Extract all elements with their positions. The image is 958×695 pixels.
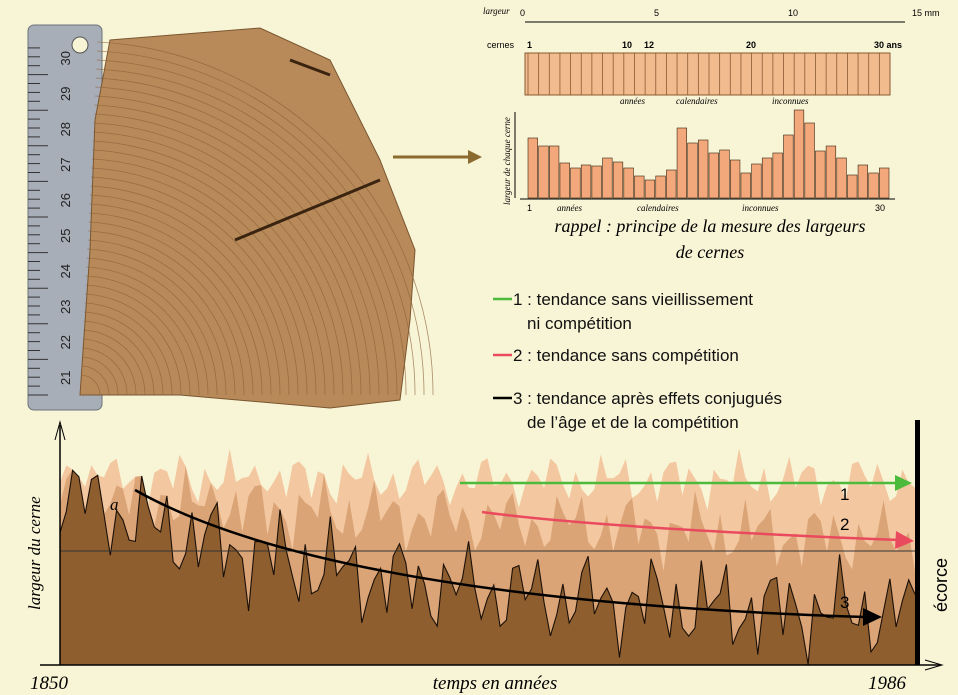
- ruler-label: 24: [58, 264, 73, 278]
- ring-bar: [869, 173, 879, 198]
- legend-text: de l’âge et de la compétition: [527, 413, 739, 432]
- ring-tick: 1: [527, 40, 532, 50]
- inset-bottom-label: 30: [875, 203, 885, 213]
- rings-label: cernes: [487, 40, 515, 50]
- ring-bar: [688, 143, 698, 198]
- legend-text: ni compétition: [527, 314, 632, 333]
- bark-label: écorce: [931, 558, 951, 612]
- ring-bar: [613, 162, 623, 198]
- ring-tick: 30 ans: [874, 40, 902, 50]
- width-tick: 10: [788, 8, 798, 18]
- ring-bar: [858, 165, 868, 198]
- ring-tick: 12: [644, 40, 654, 50]
- ring-bar: [773, 153, 783, 198]
- ring-bar: [837, 158, 847, 198]
- ruler-label: 29: [58, 87, 73, 101]
- x-axis-label: temps en années: [433, 673, 558, 694]
- start-label: 1850: [30, 673, 69, 694]
- curve-label: 3: [840, 593, 849, 612]
- curve-label: 1: [840, 485, 849, 504]
- width-label: largeur: [483, 6, 510, 16]
- inset-bottom-label: inconnues: [742, 203, 779, 213]
- ring-tick: 20: [746, 40, 756, 50]
- ring-bar: [784, 135, 794, 198]
- strip-label: calendaires: [676, 96, 718, 106]
- point-label: a: [110, 495, 119, 514]
- legend-text: 2 : tendance sans compétition: [513, 346, 739, 365]
- width-tick: 0: [520, 8, 525, 18]
- ring-bar: [603, 158, 613, 198]
- ruler-label: 23: [58, 300, 73, 314]
- ring-bar: [571, 168, 581, 198]
- ring-bar: [656, 176, 666, 198]
- ring-bar: [709, 153, 719, 198]
- ruler-label: 22: [58, 335, 73, 349]
- inset-bottom-label: calendaires: [637, 203, 679, 213]
- ring-bar: [741, 173, 751, 198]
- ruler-label: 26: [58, 193, 73, 207]
- ring-bar: [528, 138, 538, 198]
- width-tick: 15 mm: [912, 8, 940, 18]
- inset-bottom-label: 1: [527, 203, 532, 213]
- strip-label: inconnues: [772, 96, 809, 106]
- ring-bar: [730, 160, 740, 198]
- strip-label: années: [620, 96, 645, 106]
- ruler-label: 27: [58, 158, 73, 172]
- ring-bar: [539, 146, 549, 198]
- ruler-label: 21: [58, 371, 73, 385]
- ring-tick: 10: [622, 40, 632, 50]
- inset-y-label: largeur de chaque cerne: [502, 117, 512, 205]
- ring-bar: [805, 123, 815, 198]
- legend-text: 1 : tendance sans vieillissement: [513, 290, 753, 309]
- ring-bar: [645, 180, 655, 198]
- ring-bar: [794, 110, 804, 198]
- caption: rappel : principe de la mesure des large…: [554, 216, 865, 236]
- end-label: 1986: [868, 673, 907, 694]
- ring-bar: [634, 176, 644, 198]
- ring-bar: [879, 168, 889, 198]
- ring-bar: [752, 164, 762, 198]
- caption: de cernes: [676, 242, 744, 262]
- ring-bar: [762, 158, 772, 198]
- ring-bar: [666, 170, 676, 198]
- curve-label: 2: [840, 515, 849, 534]
- ring-bar: [592, 166, 602, 198]
- ruler-label: 25: [58, 229, 73, 243]
- legend-text: 3 : tendance après effets conjugués: [513, 389, 782, 408]
- inset-bottom-label: années: [557, 203, 582, 213]
- illustration: 21222324252627282930 largeur 0 5 10 15 m…: [0, 0, 958, 695]
- ring-bar: [624, 168, 634, 198]
- ring-bar: [815, 151, 825, 198]
- ring-bar: [560, 163, 570, 198]
- ring-bar: [847, 175, 857, 198]
- ring-bar: [581, 165, 591, 198]
- ring-bar: [698, 140, 708, 198]
- width-tick: 5: [654, 8, 659, 18]
- ring-bar: [677, 128, 687, 198]
- ruler-label: 30: [58, 51, 73, 65]
- ring-bar: [826, 146, 836, 198]
- ring-bar: [549, 146, 559, 198]
- ruler-label: 28: [58, 122, 73, 136]
- ring-bar: [720, 150, 730, 198]
- y-axis-label: largeur du cerne: [25, 496, 44, 610]
